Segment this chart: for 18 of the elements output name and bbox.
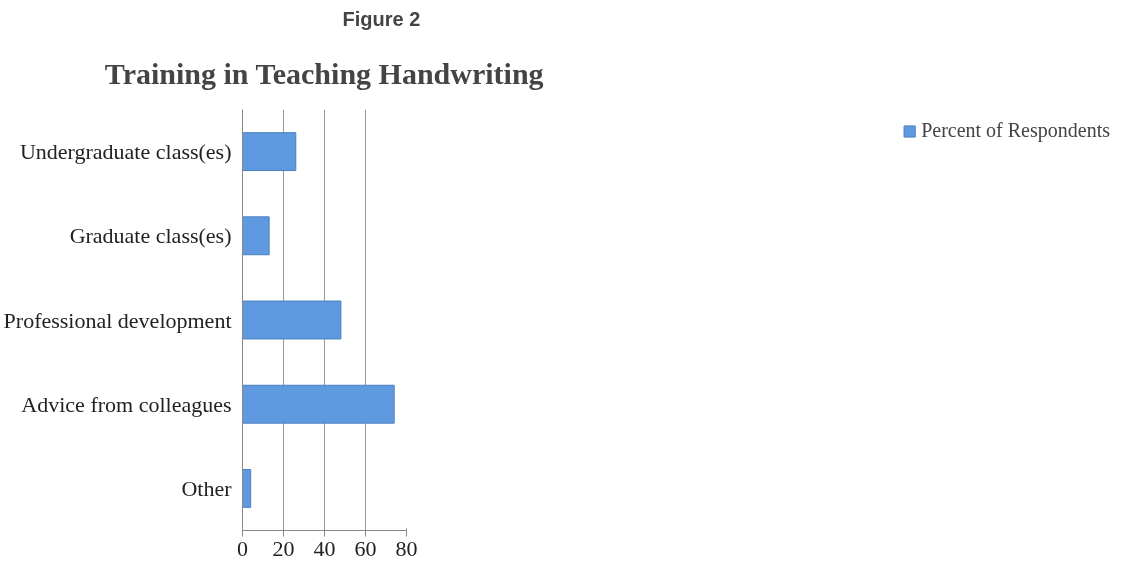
bar (242, 300, 342, 340)
x-tick-label: 0 (237, 535, 248, 561)
y-tick-label: Undergraduate class(es) (19, 139, 232, 165)
x-tick-label: 20 (272, 535, 295, 561)
x-tick-label: 40 (313, 535, 336, 561)
x-tick-label: 60 (354, 535, 377, 561)
bar (242, 216, 270, 256)
bar (242, 132, 297, 172)
y-tick-label: Other (181, 475, 233, 501)
bar (242, 384, 395, 424)
x-tick-label: 80 (395, 535, 418, 561)
bar (242, 468, 252, 508)
y-tick-label: Professional development (3, 307, 232, 333)
y-tick-label: Graduate class(es) (69, 223, 232, 249)
legend-label: Percent of Respondents (921, 119, 1110, 142)
chart-title: Training in Teaching Handwriting (104, 56, 544, 90)
caption: Figure 2 (342, 7, 421, 30)
y-tick-label: Advice from colleagues (21, 391, 232, 417)
